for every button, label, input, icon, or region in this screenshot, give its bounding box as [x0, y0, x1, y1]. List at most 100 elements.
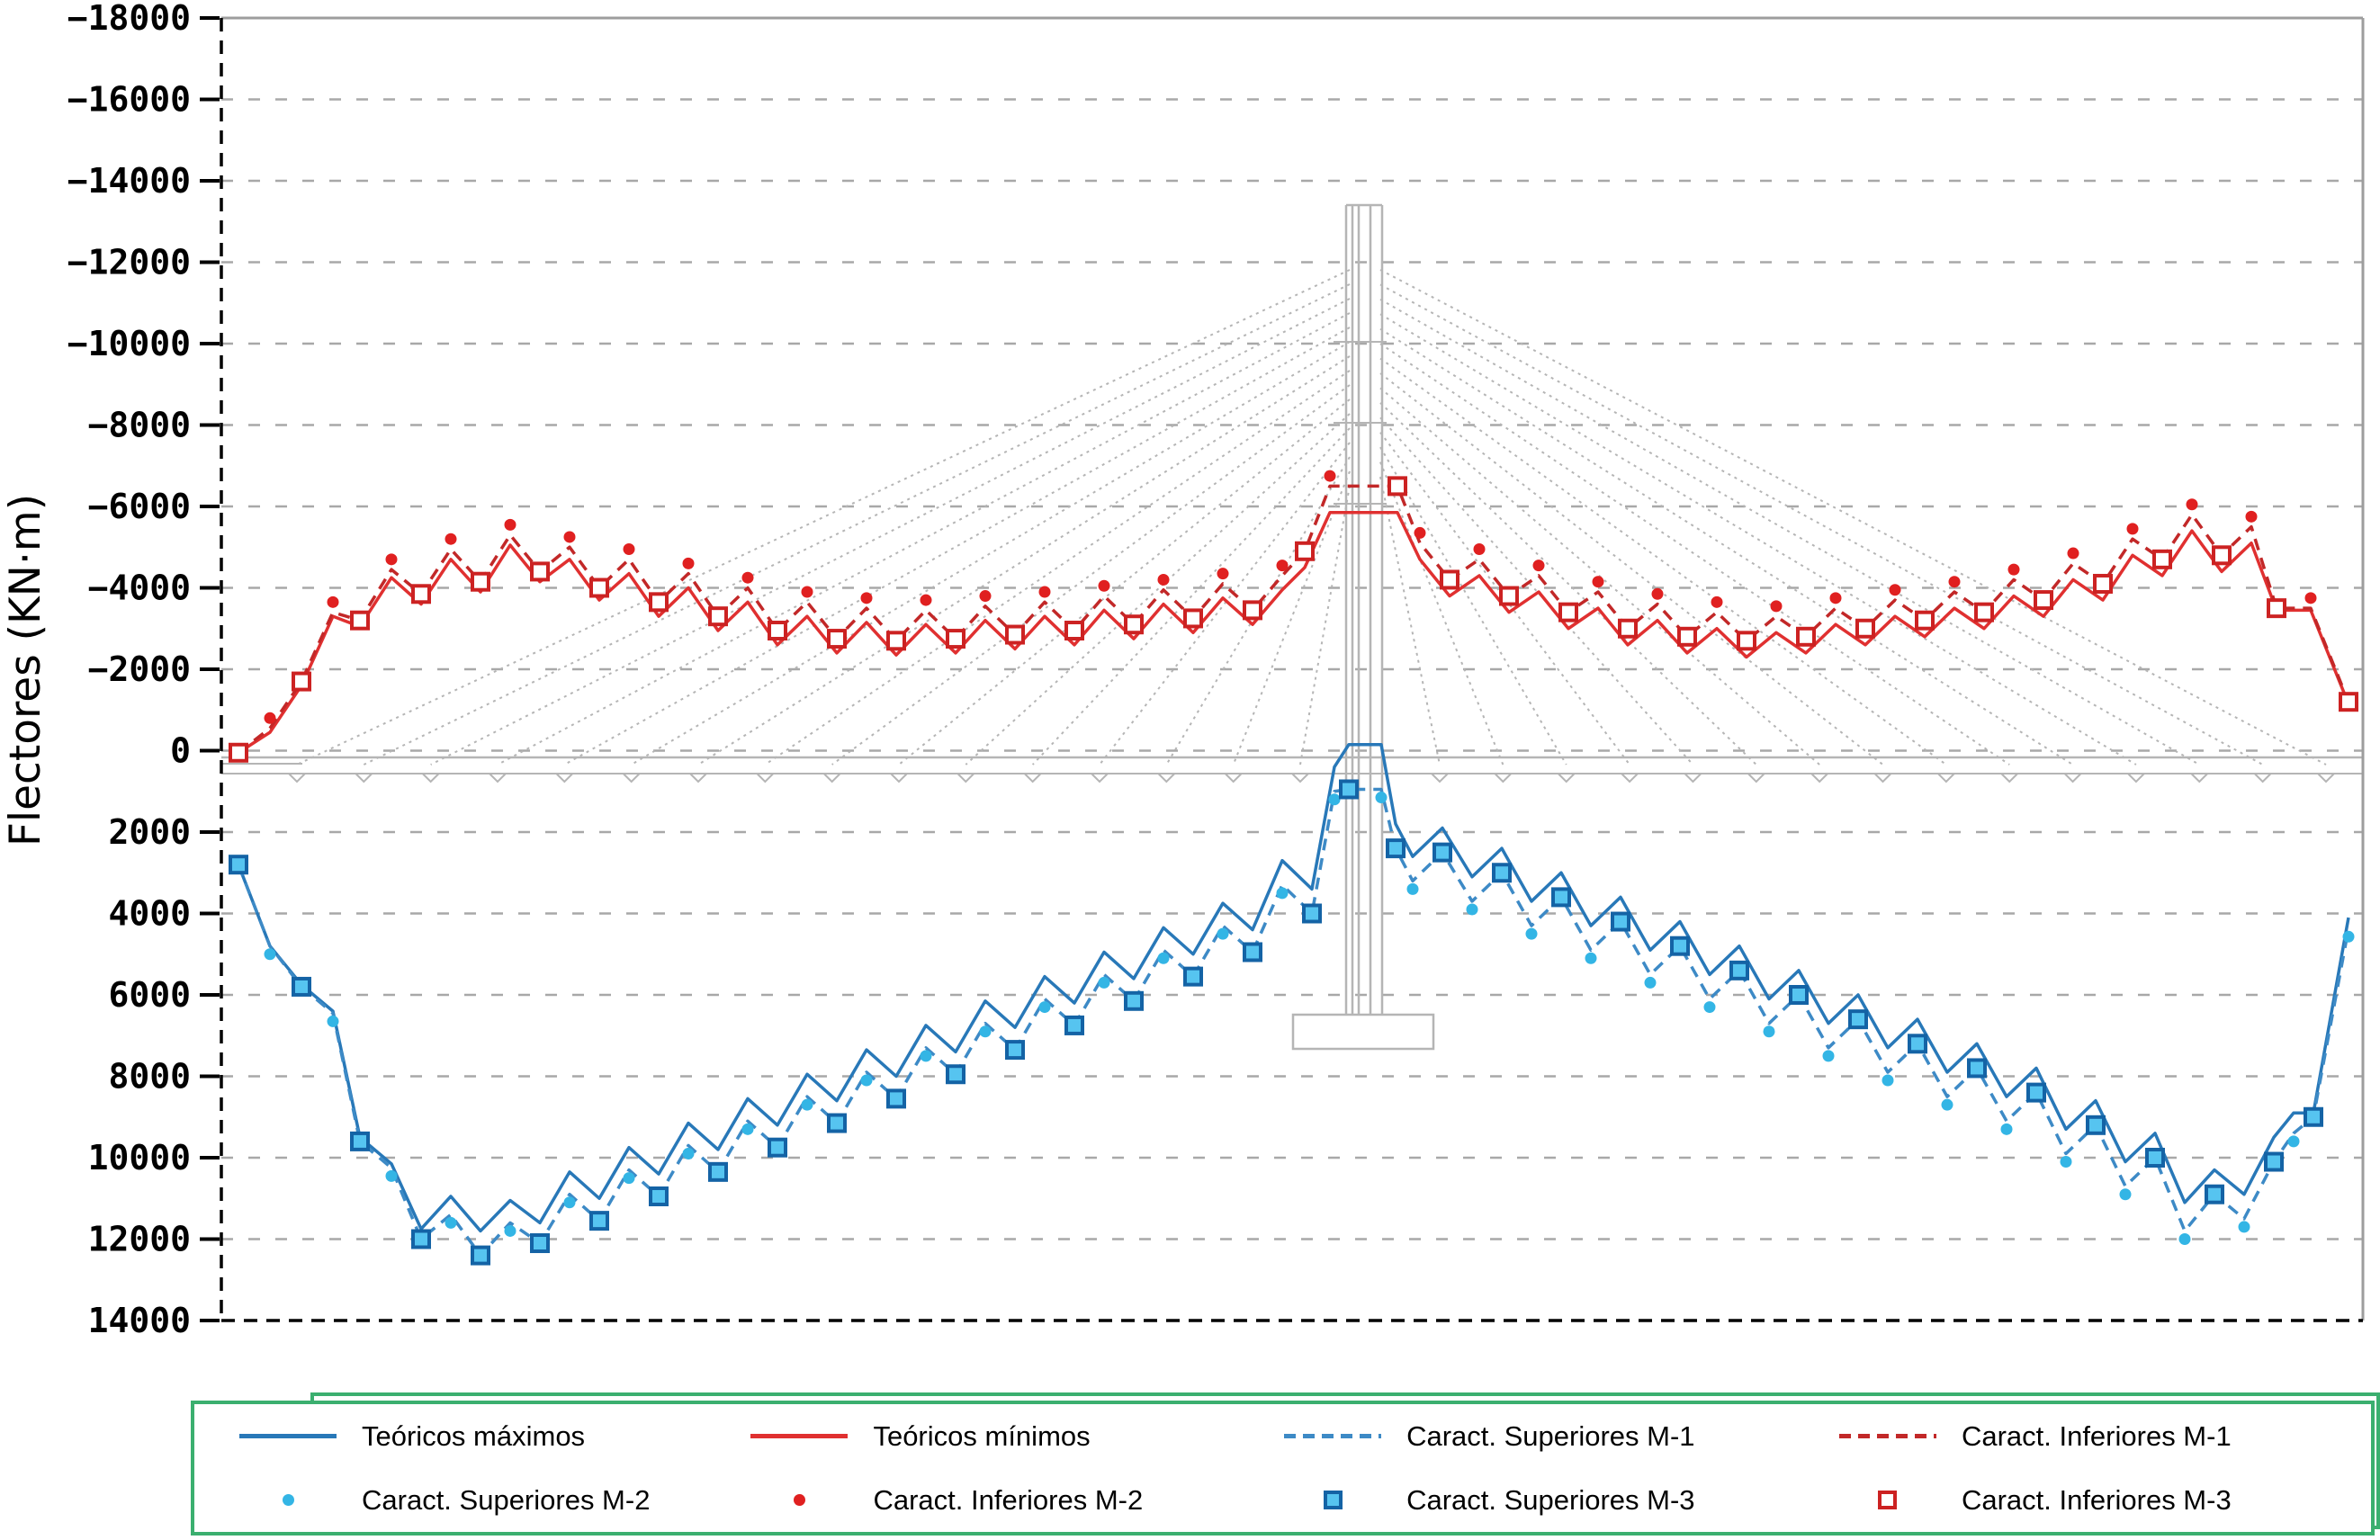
marker-square-caract-inferiores-m-3: [1440, 569, 1459, 590]
legend-item-caract-superiores-m1: Caract. Superiores M-1: [1239, 1420, 1794, 1453]
marker-dot-caract-superiores-m-2: [979, 1025, 992, 1038]
deck-anchor-notch: [555, 773, 574, 783]
y-tick-label: −16000: [67, 80, 191, 120]
deck-anchor-notch: [1747, 773, 1765, 783]
marker-dot-caract-inferiores-m-2: [1889, 584, 1901, 596]
marker-square-caract-superiores-m-3: [2264, 1151, 2284, 1172]
legend-item-caract-superiores-m3: Caract. Superiores M-3: [1239, 1484, 1794, 1517]
legend-sample-line-blue: [238, 1434, 338, 1438]
marker-dot-caract-superiores-m-2: [1644, 976, 1657, 989]
marker-dot-caract-inferiores-m-2: [741, 571, 754, 584]
y-tick-label: −6000: [88, 487, 191, 526]
marker-dot-caract-inferiores-m-2: [2126, 523, 2139, 535]
marker-square-caract-inferiores-m-3: [350, 610, 370, 631]
stay-cable: [831, 384, 1351, 766]
marker-dot-caract-superiores-m-2: [1157, 952, 1170, 964]
marker-dot-caract-inferiores-m-2: [1276, 560, 1289, 572]
stay-cable: [697, 355, 1351, 766]
stay-cable: [1379, 357, 1947, 766]
marker-square-caract-superiores-m-3: [2026, 1082, 2046, 1103]
marker-dot-caract-superiores-m-2: [920, 1050, 932, 1062]
legend-label: Caract. Superiores M-2: [362, 1483, 651, 1516]
marker-square-caract-superiores-m-3: [768, 1137, 787, 1158]
deck-anchor-notch: [1157, 773, 1176, 783]
legend-label: Caract. Superiores M-1: [1406, 1419, 1695, 1452]
marker-square-caract-inferiores-m-3: [708, 606, 728, 627]
marker-dot-caract-superiores-m-2: [2000, 1123, 2013, 1135]
stay-cable: [1379, 372, 1884, 766]
series-te-ricos-m-ximos: [237, 742, 2350, 1233]
marker-square-caract-superiores-m-3: [471, 1245, 490, 1266]
stay-cable: [1031, 427, 1351, 766]
legend-item-teoricos-maximos: Teóricos máximos: [194, 1420, 705, 1453]
y-tick-label: −18000: [67, 0, 191, 38]
marker-square-caract-inferiores-m-3: [2152, 549, 2172, 569]
legend-sample-square-red: [1837, 1491, 1938, 1509]
marker-square-caract-inferiores-m-3: [1499, 586, 1519, 606]
marker-dot-caract-superiores-m-2: [2178, 1233, 2191, 1245]
marker-square-caract-inferiores-m-3: [292, 671, 311, 692]
deck-anchor-notch: [1224, 773, 1243, 783]
y-tick-label: 6000: [108, 975, 191, 1015]
marker-dot-caract-superiores-m-2: [2060, 1156, 2072, 1168]
marker-dot-caract-inferiores-m-2: [1592, 576, 1604, 588]
marker-square-caract-superiores-m-3: [649, 1186, 669, 1206]
marker-square-caract-superiores-m-3: [1670, 936, 1690, 956]
marker-dot-caract-inferiores-m-2: [563, 531, 576, 543]
marker-square-caract-superiores-m-3: [2145, 1148, 2165, 1168]
stay-cable: [1379, 432, 1630, 766]
marker-dot-caract-superiores-m-2: [1941, 1098, 1953, 1111]
stay-cable: [1299, 485, 1351, 766]
deck-anchor-notch: [2063, 773, 2082, 783]
legend-sample-line-red: [749, 1434, 849, 1438]
marker-square-caract-inferiores-m-3: [1796, 626, 1816, 647]
marker-dot-caract-superiores-m-2: [860, 1074, 873, 1087]
y-tick-label: 0: [170, 731, 191, 771]
y-tick-label: −12000: [67, 243, 191, 282]
deck-anchor-notch: [622, 773, 641, 783]
marker-dot-caract-inferiores-m-2: [2007, 563, 2020, 576]
marker-dot-caract-inferiores-m-2: [860, 592, 873, 604]
marker-dot-caract-superiores-m-2: [1466, 903, 1478, 916]
marker-dot-caract-inferiores-m-2: [264, 712, 276, 724]
deck-anchor-notch: [1291, 773, 1309, 783]
marker-dot-caract-inferiores-m-2: [1157, 573, 1170, 586]
marker-square-caract-superiores-m-3: [1339, 779, 1359, 800]
marker-dot-caract-superiores-m-2: [504, 1224, 516, 1237]
marker-square-caract-inferiores-m-3: [1974, 602, 1994, 622]
y-axis-title: Flectores (KN·m): [1, 494, 50, 846]
deck-anchor-notch: [1873, 773, 1892, 783]
stay-cable: [965, 413, 1351, 766]
marker-dot-caract-superiores-m-2: [1217, 927, 1229, 940]
deck-anchor-notch: [1810, 773, 1828, 783]
y-tick-label: 4000: [108, 894, 191, 934]
deck-anchor-notch: [2253, 773, 2272, 783]
stay-cable: [497, 312, 1351, 766]
marker-dot-caract-superiores-m-2: [1038, 1001, 1051, 1014]
stay-cable: [1379, 313, 2137, 766]
marker-dot-caract-superiores-m-2: [264, 948, 276, 961]
stay-cable: [1379, 343, 2010, 766]
marker-square-caract-superiores-m-3: [1005, 1040, 1025, 1061]
marker-square-caract-superiores-m-3: [292, 976, 311, 997]
marker-square-caract-superiores-m-3: [1124, 990, 1144, 1011]
marker-dot-caract-inferiores-m-2: [920, 594, 932, 606]
marker-dot-caract-superiores-m-2: [1585, 952, 1597, 964]
series-caract-superiores-m-1: [237, 787, 2350, 1258]
marker-dot-caract-inferiores-m-2: [979, 590, 992, 603]
marker-square-caract-superiores-m-3: [1848, 1009, 1868, 1030]
y-tick-label: −8000: [88, 406, 191, 445]
stay-cable: [430, 298, 1351, 766]
legend-item-teoricos-minimos: Teóricos mínimos: [705, 1420, 1239, 1453]
marker-dot-caract-inferiores-m-2: [1473, 543, 1486, 556]
marker-dot-caract-superiores-m-2: [327, 1015, 339, 1027]
stay-cable: [764, 370, 1351, 766]
deck-anchor-notch: [2190, 773, 2208, 783]
marker-dot-caract-inferiores-m-2: [1948, 576, 1961, 588]
y-tick-label: −10000: [67, 324, 191, 363]
marker-square-caract-inferiores-m-3: [827, 629, 847, 649]
deck-anchor-notch: [1937, 773, 1955, 783]
legend-sample-square-blue: [1282, 1491, 1383, 1509]
marker-square-caract-superiores-m-3: [1908, 1034, 1927, 1054]
marker-square-caract-superiores-m-3: [1064, 1015, 1084, 1035]
